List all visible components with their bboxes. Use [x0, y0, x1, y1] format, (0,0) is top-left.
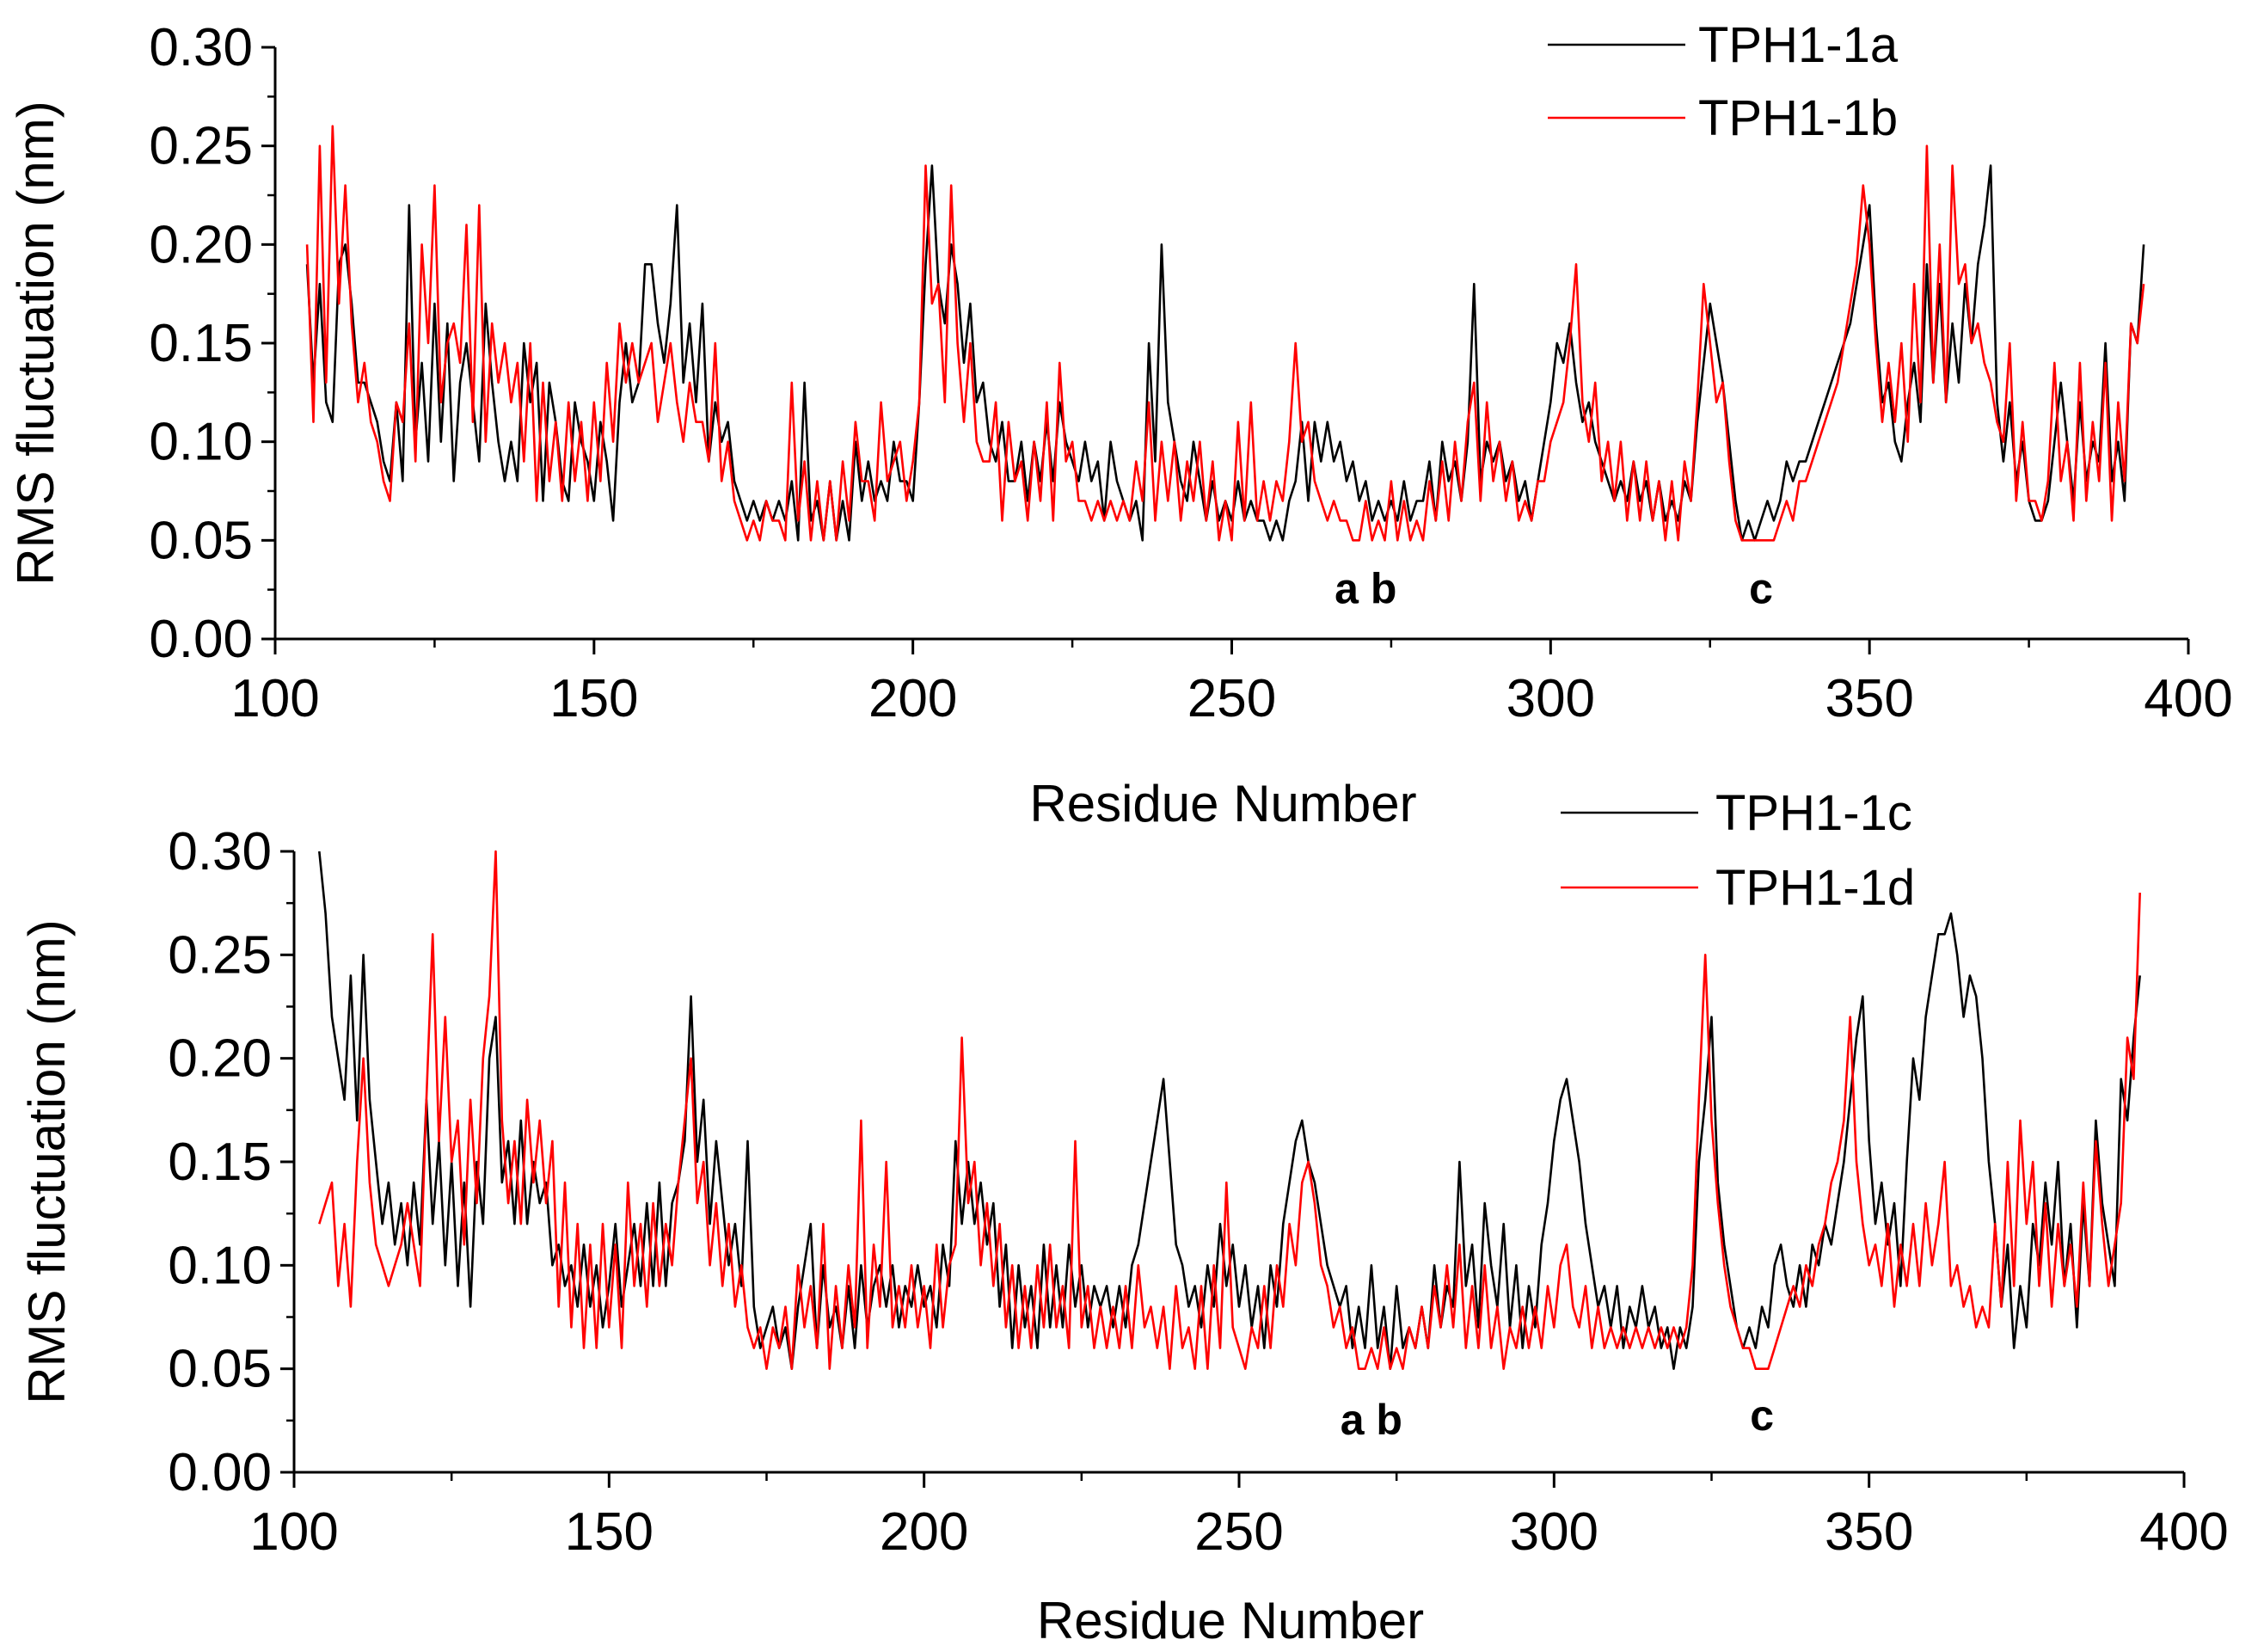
x-tick-label: 100 [249, 1502, 338, 1562]
y-tick-label: 0.30 [168, 822, 272, 881]
legend-label: TPH1-1a [1698, 17, 1899, 73]
y-tick-label: 0.00 [149, 610, 253, 669]
x-tick-label: 100 [230, 669, 319, 728]
series-line-TPH1-1a [305, 164, 2145, 542]
x-tick-label: 400 [2139, 1502, 2228, 1562]
y-tick-label: 0.00 [168, 1443, 272, 1502]
x-tick-label: 400 [2144, 669, 2232, 728]
y-tick-label: 0.15 [149, 314, 253, 373]
y-tick-label: 0.10 [149, 413, 253, 472]
series-line-TPH1-1d [318, 850, 2141, 1370]
y-tick-label: 0.20 [168, 1029, 272, 1089]
x-tick-label: 350 [1825, 1502, 1913, 1562]
chart-panel-bottom: 100 150 200 250 300 350 400 0.00 0.05 0.10 0.15 0.2… [18, 785, 2229, 1649]
region-annotation: c [1749, 565, 1773, 613]
x-tick-label: 200 [880, 1502, 968, 1562]
y-tick-label: 0.15 [168, 1133, 272, 1192]
series-line-TPH1-1b [305, 125, 2145, 542]
x-tick-label: 350 [1825, 669, 1913, 728]
y-axis-title: RMS fluctuation (nm) [7, 101, 64, 586]
x-axis-title: Residue Number [1029, 775, 1416, 832]
region-annotation: a b [1341, 1396, 1402, 1444]
x-tick-label: 300 [1506, 669, 1595, 728]
x-tick-label: 200 [868, 669, 957, 728]
y-tick-label: 0.25 [149, 117, 253, 176]
region-annotation: a b [1335, 565, 1396, 613]
region-annotation: c [1750, 1391, 1774, 1440]
y-tick-label: 0.05 [149, 511, 253, 570]
x-tick-label: 150 [565, 1502, 653, 1562]
x-tick-label: 250 [1187, 669, 1276, 728]
x-tick-label: 150 [549, 669, 638, 728]
y-tick-label: 0.30 [149, 18, 253, 77]
chart-panel-top: 100 150 200 250 300 350 400 0.00 0.05 0.10 0.15 0.2… [7, 17, 2233, 832]
y-tick-label: 0.10 [168, 1236, 272, 1295]
x-axis-title: Residue Number [1037, 1592, 1424, 1649]
y-tick-label: 0.05 [168, 1340, 272, 1399]
y-axis-title: RMS fluctuation (nm) [18, 919, 76, 1404]
y-tick-label: 0.20 [149, 215, 253, 274]
y-tick-label: 0.25 [168, 925, 272, 985]
legend-label: TPH1-1b [1698, 90, 1898, 146]
legend-label: TPH1-1c [1715, 785, 1912, 841]
x-tick-label: 250 [1194, 1502, 1283, 1562]
x-tick-label: 300 [1510, 1502, 1598, 1562]
legend-label: TPH1-1d [1715, 860, 1915, 916]
